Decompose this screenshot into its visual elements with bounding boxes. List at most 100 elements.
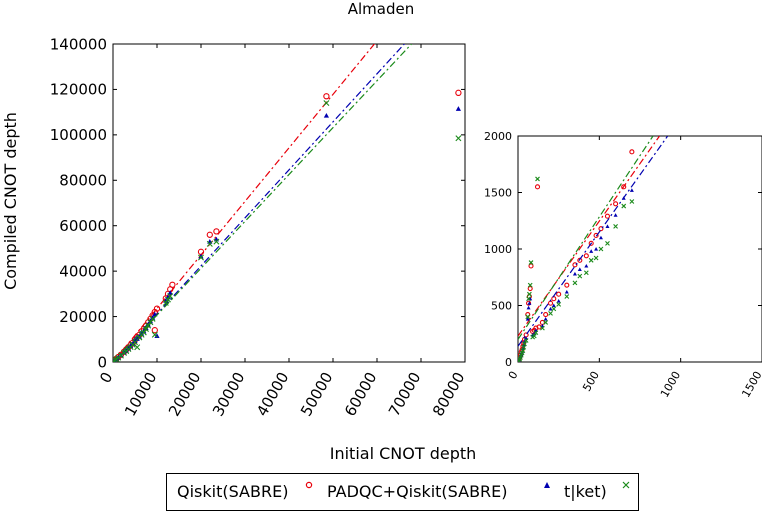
legend-label-qiskit: Qiskit(SABRE)	[177, 482, 289, 501]
inset-point-triangle	[594, 247, 599, 251]
inset-point-x	[605, 240, 610, 246]
inset-point-x	[526, 296, 531, 302]
y-axis-label: Compiled CNOT depth	[1, 112, 20, 290]
main-point-circle	[153, 305, 161, 312]
main-point-circle	[151, 327, 158, 334]
chart-title: Almaden	[348, 0, 415, 18]
inset-point-circle	[526, 300, 532, 306]
inset-point-circle	[604, 213, 611, 219]
main-point-x	[323, 100, 330, 107]
inset-point-circle	[527, 285, 533, 292]
inset-point-x	[572, 280, 578, 286]
inset-point-triangle	[543, 317, 548, 321]
inset-point-circle	[577, 257, 583, 263]
main-fit-line-circle	[113, 44, 376, 362]
main-point-circle	[213, 228, 220, 235]
main-point-x	[198, 254, 204, 261]
inset-point-x	[583, 270, 589, 276]
main-x-tick-label: 60000	[341, 369, 380, 419]
inset-point-x	[593, 255, 599, 261]
inset-fit-line-x	[518, 136, 654, 340]
legend-label-padqc: PADQC+Qiskit(SABRE)	[327, 482, 508, 501]
inset-point-triangle	[548, 306, 553, 311]
inset-fit-line-circle	[518, 136, 661, 337]
inset-point-x	[533, 330, 539, 336]
inset-point-x	[522, 341, 527, 347]
inset-y-tick-label: 2000	[484, 130, 512, 143]
main-x-tick-label: 20000	[165, 369, 204, 419]
inset-point-x	[531, 333, 537, 339]
inset-point-x	[543, 320, 549, 325]
inset-y-tick-label: 1000	[484, 243, 512, 256]
main-point-x	[143, 326, 149, 333]
inset-point-x	[621, 203, 627, 209]
inset-point-x	[588, 257, 594, 263]
inset-point-circle	[629, 149, 635, 155]
main-point-x	[206, 240, 213, 247]
inset-plot: 0 500 1000 1500 0 500 1000 1500 2000	[484, 130, 762, 400]
inset-point-triangle	[526, 305, 531, 310]
inset-y-tick-label: 500	[491, 299, 512, 312]
main-point-circle	[197, 248, 205, 255]
main-point-triangle	[323, 112, 329, 118]
main-point-x	[167, 293, 174, 300]
main-point-x	[145, 322, 152, 329]
inset-point-x	[523, 338, 529, 343]
main-y-tick-label: 40000	[59, 262, 107, 280]
inset-point-x	[520, 348, 526, 354]
main-point-x	[162, 299, 169, 306]
main-point-circle	[455, 89, 462, 96]
main-point-x	[140, 329, 147, 336]
inset-point-circle	[543, 311, 549, 318]
inset-point-x	[577, 273, 583, 279]
inset-point-triangle	[598, 235, 603, 240]
inset-fit-line-triangle	[518, 136, 669, 347]
inset-point-x	[527, 282, 533, 288]
main-y-tick-label: 80000	[59, 172, 107, 190]
main-point-x	[132, 339, 138, 346]
main-point-x	[165, 296, 171, 303]
inset-x-tick-label: 1500	[739, 369, 762, 400]
main-point-x	[149, 315, 156, 322]
inset-point-triangle	[629, 188, 634, 192]
main-y-tick-label: 0	[97, 353, 107, 371]
inset-point-circle	[547, 300, 554, 306]
main-point-circle	[169, 281, 176, 288]
inset-point-x	[526, 291, 532, 297]
inset-point-triangle	[621, 196, 626, 200]
inset-point-triangle	[605, 224, 610, 228]
inset-x-tick-label: 0	[506, 369, 521, 382]
inset-y-tick-label: 0	[505, 356, 512, 369]
main-point-triangle	[130, 341, 136, 346]
main-x-tick-label: 50000	[297, 369, 336, 419]
x-axis-label: Initial CNOT depth	[330, 444, 477, 463]
main-plot-frame	[112, 43, 466, 363]
inset-point-circle	[556, 291, 562, 297]
main-point-x	[151, 331, 158, 338]
inset-point-circle	[551, 296, 557, 302]
inset-point-circle	[564, 282, 570, 288]
main-point-triangle	[167, 290, 173, 295]
inset-point-triangle	[527, 301, 532, 305]
legend: Qiskit(SABRE) PADQC+Qiskit(SABRE) t|ket)	[166, 473, 639, 511]
main-y-tick-label: 100000	[50, 126, 107, 144]
inset-point-circle	[621, 184, 627, 190]
inset-point-x	[551, 306, 557, 312]
main-y-tick-label: 120000	[50, 81, 107, 99]
main-point-circle	[206, 231, 213, 238]
inset-point-circle	[588, 240, 594, 246]
inset-point-triangle	[556, 298, 561, 303]
inset-x-tick-label: 500	[580, 369, 602, 394]
inset-point-x	[564, 294, 570, 299]
inset-point-triangle	[564, 289, 569, 294]
legend-marker-x	[621, 480, 631, 493]
inset-y-tick-label: 1500	[484, 186, 512, 199]
main-x-tick-label: 40000	[253, 369, 292, 419]
main-point-triangle	[455, 106, 461, 111]
inset-point-triangle	[613, 213, 618, 217]
main-point-x	[147, 319, 154, 326]
inset-point-circle	[613, 201, 619, 207]
inset-point-triangle	[589, 249, 594, 253]
main-x-tick-label: 0	[96, 369, 116, 386]
main-x-tick-label: 30000	[209, 369, 248, 419]
